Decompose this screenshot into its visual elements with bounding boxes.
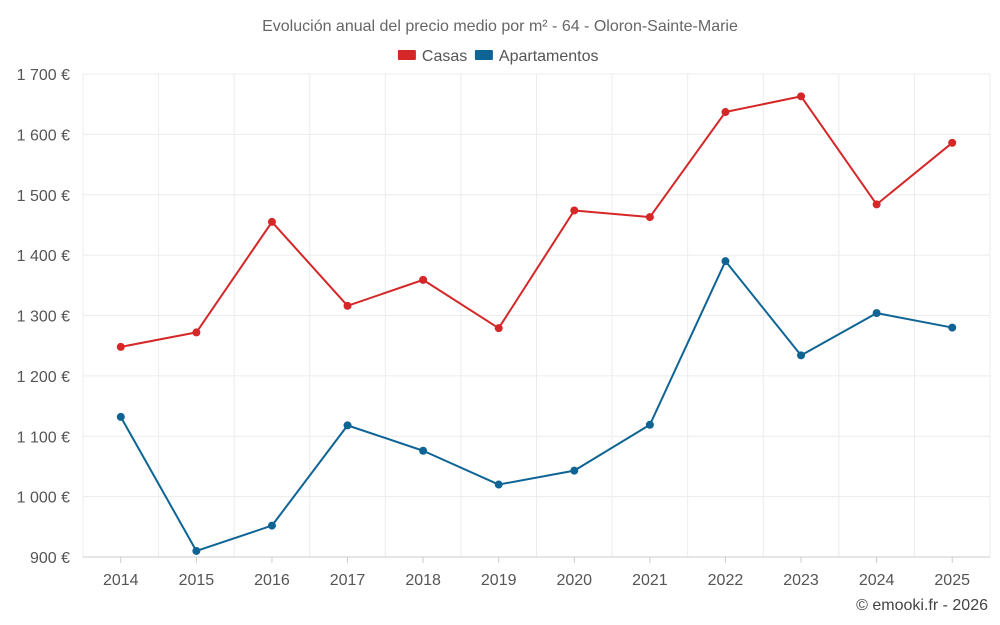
- data-point-apartamentos: [494, 480, 503, 489]
- legend-label-casas: Casas: [422, 48, 467, 65]
- x-tick-label: 2018: [405, 572, 441, 589]
- data-point-casas: [570, 206, 579, 215]
- x-tick-label: 2020: [556, 572, 592, 589]
- data-point-casas: [872, 200, 881, 209]
- x-tick-label: 2014: [103, 572, 139, 589]
- x-tick-label: 2025: [934, 572, 970, 589]
- data-point-apartamentos: [645, 420, 654, 429]
- data-point-apartamentos: [267, 521, 276, 530]
- x-tick-label: 2015: [179, 572, 215, 589]
- y-tick-label: 1 600 €: [17, 127, 70, 144]
- x-tick-label: 2024: [859, 572, 895, 589]
- data-point-casas: [797, 92, 806, 101]
- y-tick-label: 1 100 €: [17, 429, 70, 446]
- legend-swatch-apartamentos: [474, 50, 493, 60]
- grid-lines: [82, 73, 991, 557]
- y-tick-label: 1 200 €: [17, 369, 70, 386]
- chart-title: Evolución anual del precio medio por m² …: [262, 18, 738, 35]
- data-point-apartamentos: [948, 323, 957, 332]
- x-tick-label: 2023: [783, 572, 819, 589]
- credit-text: © emooki.fr - 2026: [856, 597, 988, 614]
- data-point-casas: [721, 108, 730, 117]
- y-tick-label: 900 €: [30, 550, 70, 567]
- data-point-casas: [116, 342, 125, 351]
- data-point-casas: [419, 275, 428, 284]
- data-point-apartamentos: [192, 546, 201, 555]
- x-tick-label: 2017: [330, 572, 366, 589]
- legend: Casas Apartamentos: [397, 48, 599, 65]
- data-point-casas: [267, 217, 276, 226]
- data-point-apartamentos: [872, 309, 881, 318]
- data-point-casas: [948, 138, 957, 147]
- x-axis: 2014 2015 2016 2017 2018 2019 2020 2021 2022 2023…: [83, 556, 990, 589]
- y-tick-label: 1 300 €: [17, 309, 70, 326]
- data-point-apartamentos: [343, 421, 352, 430]
- x-tick-label: 2022: [708, 572, 744, 589]
- y-tick-label: 1 500 €: [17, 188, 70, 205]
- y-tick-label: 1 000 €: [17, 490, 70, 507]
- data-point-apartamentos: [116, 412, 125, 421]
- x-tick-label: 2021: [632, 572, 668, 589]
- data-point-apartamentos: [721, 257, 730, 266]
- data-point-casas: [645, 213, 654, 222]
- y-axis: 900 € 1 000 € 1 100 € 1 200 € 1 300 € 1 400 €…: [17, 67, 70, 567]
- data-point-apartamentos: [570, 466, 579, 475]
- series-line-apartamentos: [119, 260, 954, 552]
- series-line-casas: [119, 95, 954, 348]
- y-tick-label: 1 700 €: [17, 67, 70, 84]
- y-tick-label: 1 400 €: [17, 248, 70, 265]
- legend-swatch-casas: [397, 50, 416, 60]
- data-point-apartamentos: [419, 446, 428, 455]
- data-point-casas: [494, 324, 503, 333]
- x-tick-label: 2019: [481, 572, 517, 589]
- legend-label-apartamentos: Apartamentos: [499, 48, 599, 65]
- x-tick-label: 2016: [254, 572, 290, 589]
- data-point-casas: [343, 301, 352, 310]
- data-point-casas: [192, 328, 201, 337]
- series-layer: [116, 92, 957, 555]
- data-point-apartamentos: [797, 351, 806, 360]
